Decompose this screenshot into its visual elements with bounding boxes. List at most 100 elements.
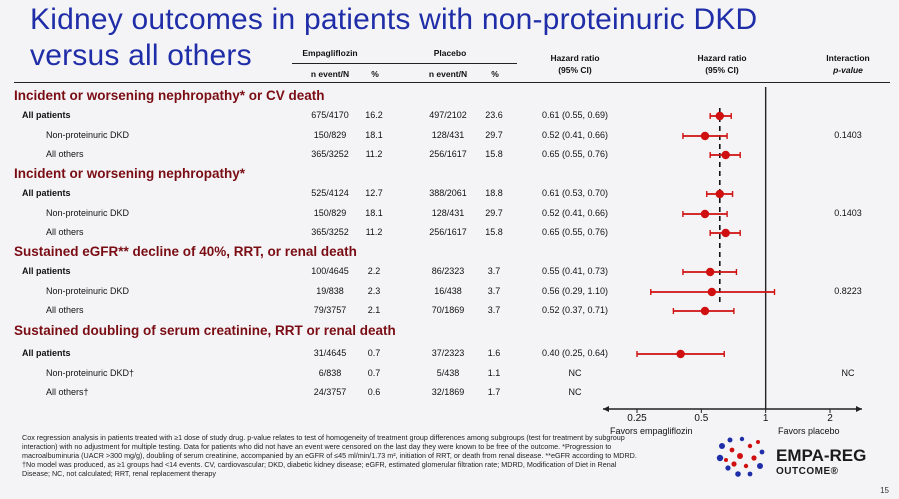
- empa-n-event: 675/4170: [311, 110, 349, 120]
- row-label: All patients: [22, 188, 71, 198]
- placebo-n-event: 37/2323: [431, 348, 465, 358]
- placebo-n-event: 70/1869: [431, 305, 465, 315]
- empa-pct: 0.6: [367, 387, 381, 397]
- placebo-pct: 15.8: [485, 149, 503, 159]
- empa-pct: 2.1: [367, 305, 381, 315]
- hazard-ratio-text: 0.52 (0.37, 0.71): [541, 305, 609, 315]
- empa-n-event: 31/4645: [313, 348, 347, 358]
- empa-pct: 11.2: [365, 227, 383, 237]
- row-label: All others†: [46, 387, 89, 397]
- header-hazard-ratio: Hazard ratio: [550, 53, 600, 63]
- empa-pct: 0.7: [367, 348, 381, 358]
- header-forest-hazard-ratio: Hazard ratio: [697, 53, 747, 63]
- empa-pct: 11.2: [365, 149, 383, 159]
- hazard-ratio-text: 0.61 (0.53, 0.70): [541, 188, 609, 198]
- empa-n-event: 24/3757: [313, 387, 347, 397]
- empa-pct: 0.7: [367, 368, 381, 378]
- axis-arrow-right-icon: [856, 406, 862, 412]
- x-tick-label: 1: [763, 413, 769, 424]
- row-label: Non-proteinuric DKD: [46, 208, 130, 218]
- empa-n-event: 365/3252: [311, 227, 349, 237]
- hazard-ratio-text: 0.65 (0.55, 0.76): [541, 227, 609, 237]
- hazard-ratio-point: [715, 111, 724, 121]
- placebo-n-event: 388/2061: [429, 188, 467, 198]
- favors-placebo-label: Favors placebo: [778, 426, 840, 436]
- x-tick-label: 2: [827, 413, 833, 424]
- favors-empagliflozin-label: Favors empagliflozin: [610, 426, 693, 436]
- row-label: Non-proteinuric DKD†: [46, 368, 135, 378]
- placebo-n-event: 86/2323: [431, 266, 465, 276]
- placebo-pct: 18.8: [485, 188, 503, 198]
- header-empagliflozin: Empagliflozin: [302, 48, 358, 58]
- header-empa-pct: %: [371, 69, 379, 79]
- header-empa-n-event: n event/N: [310, 69, 350, 79]
- header-placebo: Placebo: [433, 48, 467, 58]
- placebo-pct: 29.7: [485, 208, 503, 218]
- logo-title: EMPA-REG: [776, 446, 867, 465]
- placebo-n-event: 32/1869: [431, 387, 465, 397]
- header-interaction: Interaction: [826, 53, 870, 63]
- row-label: Non-proteinuric DKD: [46, 286, 130, 296]
- placebo-n-event: 128/431: [431, 208, 465, 218]
- empa-n-event: 150/829: [313, 208, 347, 218]
- header-rule-top: [292, 63, 517, 64]
- empa-pct: 2.2: [367, 266, 381, 276]
- hazard-ratio-text: 0.65 (0.55, 0.76): [541, 149, 609, 159]
- empa-n-event: 150/829: [313, 130, 347, 140]
- placebo-pct: 3.7: [487, 305, 501, 315]
- placebo-pct: 1.7: [487, 387, 501, 397]
- empa-pct: 18.1: [365, 130, 383, 140]
- interaction-p-value: 0.1403: [834, 130, 862, 140]
- placebo-pct: 15.8: [485, 227, 503, 237]
- row-label: All patients: [22, 348, 71, 358]
- row-label: All patients: [22, 110, 71, 120]
- hazard-ratio-text: 0.55 (0.41, 0.73): [541, 266, 609, 276]
- hazard-ratio-point: [707, 287, 717, 297]
- interaction-p-value: 0.8223: [834, 286, 862, 296]
- placebo-pct: 3.7: [487, 286, 501, 296]
- page-title: Kidney outcomes in patients with non-pro…: [30, 2, 757, 74]
- section-title: Sustained eGFR** decline of 40%, RRT, or…: [14, 244, 357, 259]
- empa-n-event: 79/3757: [313, 305, 347, 315]
- hazard-ratio-point: [700, 131, 710, 141]
- hazard-ratio-point: [721, 150, 730, 160]
- placebo-pct: 23.6: [485, 110, 503, 120]
- hazard-ratio-text: 0.52 (0.41, 0.66): [541, 208, 609, 218]
- interaction-p-value: NC: [841, 368, 855, 378]
- empa-n-event: 19/838: [316, 286, 344, 296]
- placebo-n-event: 16/438: [434, 286, 462, 296]
- hazard-ratio-point: [700, 209, 710, 219]
- header-hazard-ratio-ci: (95% CI): [558, 65, 592, 75]
- section-title: Incident or worsening nephropathy* or CV…: [14, 88, 325, 103]
- placebo-n-event: 256/1617: [429, 149, 467, 159]
- empa-pct: 16.2: [365, 110, 383, 120]
- placebo-n-event: 128/431: [431, 130, 465, 140]
- placebo-n-event: 5/438: [436, 368, 460, 378]
- empa-pct: 12.7: [365, 188, 383, 198]
- placebo-pct: 1.6: [487, 348, 501, 358]
- row-label: Non-proteinuric DKD: [46, 130, 130, 140]
- header-rule: [14, 82, 890, 83]
- hazard-ratio-text: 0.56 (0.29, 1.10): [541, 286, 609, 296]
- hazard-ratio-text: 0.40 (0.25, 0.64): [541, 348, 609, 358]
- empa-pct: 18.1: [365, 208, 383, 218]
- placebo-n-event: 497/2102: [429, 110, 467, 120]
- hazard-ratio-point: [715, 189, 724, 199]
- title-line-1: Kidney outcomes in patients with non-pro…: [30, 3, 758, 36]
- hazard-ratio-text: NC: [568, 368, 582, 378]
- placebo-pct: 1.1: [487, 368, 501, 378]
- section-title: Sustained doubling of serum creatinine, …: [14, 323, 396, 338]
- hazard-ratio-point: [705, 267, 715, 277]
- section-title: Incident or worsening nephropathy*: [14, 166, 246, 181]
- axis-arrow-left-icon: [603, 406, 609, 412]
- hazard-ratio-text: 0.52 (0.41, 0.66): [541, 130, 609, 140]
- empa-pct: 2.3: [367, 286, 381, 296]
- row-label: All others: [46, 227, 84, 237]
- placebo-pct: 29.7: [485, 130, 503, 140]
- empa-reg-logo-icon: [716, 436, 765, 477]
- hazard-ratio-point: [676, 349, 685, 359]
- hazard-ratio-point: [700, 306, 710, 316]
- empa-n-event: 365/3252: [311, 149, 349, 159]
- placebo-n-event: 256/1617: [429, 227, 467, 237]
